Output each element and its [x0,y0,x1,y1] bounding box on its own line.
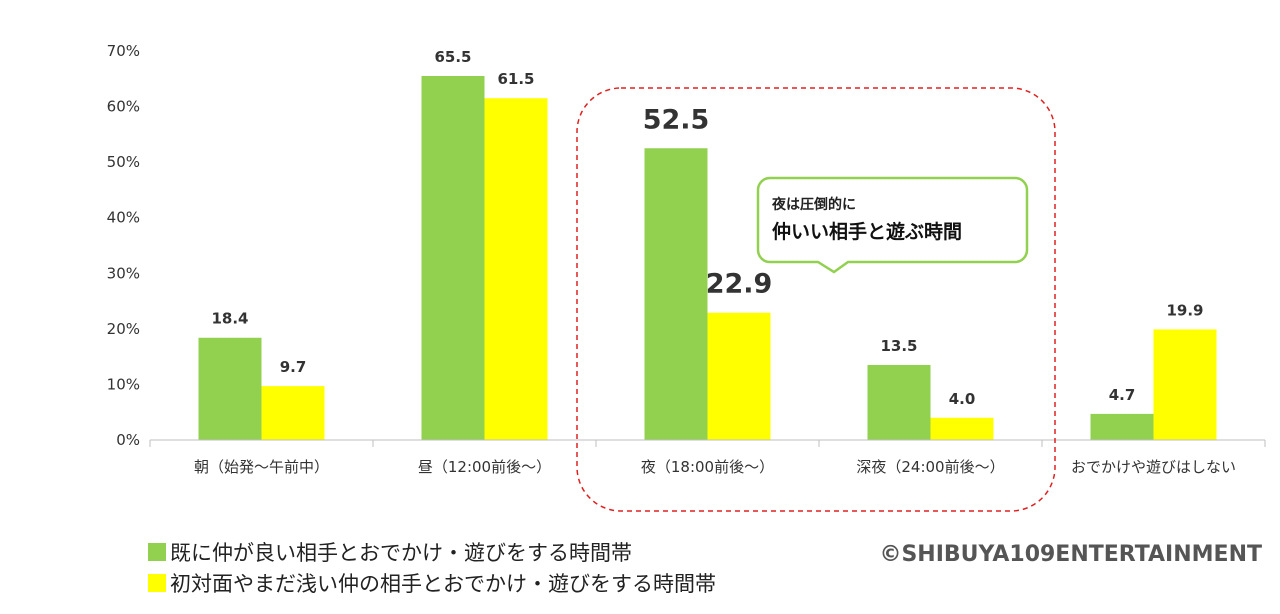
category-labels: 朝（始発〜午前中） 昼（12:00前後〜） 夜（18:00前後〜） 深夜（24:00前… [194,458,1236,476]
bar-series1-cat2 [421,76,485,440]
y-tick-label-0: 0% [116,431,140,449]
bar-series2-cat2 [484,98,548,440]
callout-line2: 仲いい相手と遊ぶ時間 [772,220,962,243]
callout-bubble [756,176,1029,274]
legend-label-series-2: 初対面やまだ浅い仲の相手とおでかけ・遊びをする時間帯 [170,571,716,596]
legend-item-series-1: 既に仲が良い相手とおでかけ・遊びをする時間帯 [148,536,716,567]
highlight-box [576,87,1056,512]
bar-series1-cat4 [867,364,931,440]
bar-series2-cat1 [261,386,325,440]
y-tick-label-7: 70% [107,42,140,60]
legend-swatch-series-2 [148,573,166,592]
y-tick-label-1: 10% [107,375,140,393]
bar-series1-cat5 [1090,413,1154,440]
y-tick-label-5: 50% [107,153,140,171]
data-label-series2-cat3: 22.9 [706,269,773,300]
x-axis-ticks [149,440,1266,447]
legend: 既に仲が良い相手とおでかけ・遊びをする時間帯 初対面やまだ浅い仲の相手とおでかけ… [148,536,716,598]
bars [198,76,1217,440]
y-axis: 0% 10% 20% 30% 40% 50% 60% 70% [107,42,140,449]
bar-series2-cat5 [1153,329,1217,440]
bar-series2-cat4 [930,417,994,440]
category-label-2: 昼（12:00前後〜） [418,458,551,476]
data-labels: 18.4 9.7 65.5 61.5 52.5 22.9 13.5 4.0 4.7 19.9 [211,48,1203,408]
data-label-series1-cat4: 13.5 [880,337,917,355]
bar-series2-cat3 [707,312,771,440]
legend-label-series-1: 既に仲が良い相手とおでかけ・遊びをする時間帯 [170,540,632,565]
copyright-text: ©SHIBUYA109ENTERTAINMENT [879,542,1262,567]
data-label-series1-cat3: 52.5 [643,104,710,135]
data-label-series2-cat2: 61.5 [497,70,534,88]
callout-line1: 夜は圧倒的に [771,196,856,213]
category-label-1: 朝（始発〜午前中） [194,458,329,476]
y-tick-label-2: 20% [107,320,140,338]
data-label-series2-cat4: 4.0 [949,390,976,408]
y-tick-label-3: 30% [107,264,140,282]
data-label-series2-cat5: 19.9 [1166,301,1203,319]
category-label-3: 夜（18:00前後〜） [641,458,774,476]
data-label-series2-cat1: 9.7 [280,358,307,376]
data-label-series1-cat5: 4.7 [1109,386,1136,404]
bar-series1-cat1 [198,337,262,440]
category-label-4: 深夜（24:00前後〜） [856,458,1004,476]
y-tick-label-6: 60% [107,98,140,116]
data-label-series1-cat2: 65.5 [434,48,471,66]
data-label-series1-cat1: 18.4 [211,310,248,328]
callout: 夜は圧倒的に 仲いい相手と遊ぶ時間 [756,176,1029,274]
category-label-5: おでかけや遊びはしない [1071,458,1236,476]
bar-series1-cat3 [644,148,708,440]
legend-swatch-series-1 [148,542,166,561]
legend-item-series-2: 初対面やまだ浅い仲の相手とおでかけ・遊びをする時間帯 [148,567,716,598]
y-tick-label-4: 40% [107,209,140,227]
